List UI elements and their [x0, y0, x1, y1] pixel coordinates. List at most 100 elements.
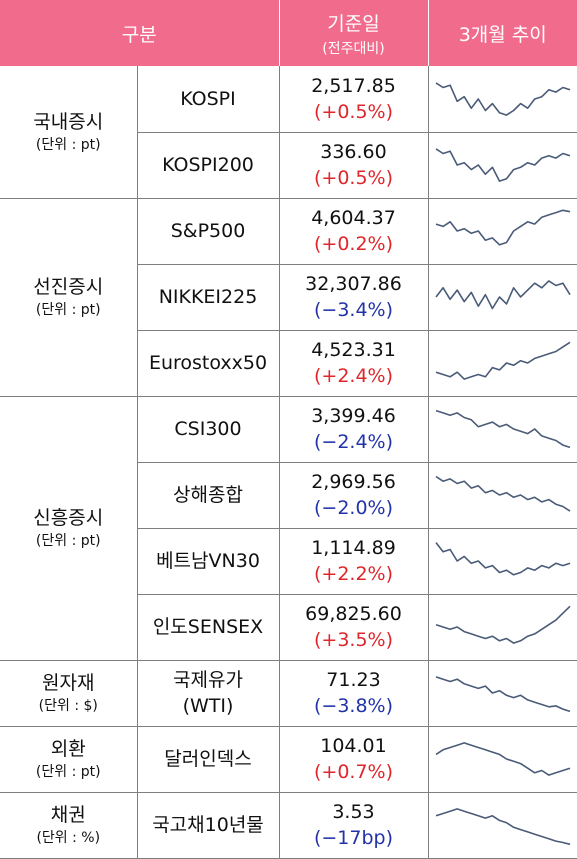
weekly-change: (−17bp) [313, 827, 394, 849]
index-name-cell: 달러인덱스 [137, 726, 280, 793]
trend-line [435, 81, 570, 116]
value-cell: 3,399.46 (−2.4%) [279, 396, 429, 463]
trend-cell [428, 132, 577, 199]
trend-sparkline [435, 409, 570, 449]
group-name: 원자재 [42, 672, 95, 694]
group-cell: 선진증시 (단위 : pt) [0, 198, 138, 397]
index-name-sub: (WTI) [182, 695, 234, 717]
trend-line [435, 605, 571, 644]
weekly-change: (+0.5%) [313, 167, 393, 189]
value-cell: 104.01 (+0.7%) [279, 726, 429, 793]
group-name: 채권 [50, 804, 86, 826]
value-cell: 4,523.31 (+2.4%) [279, 330, 429, 397]
weekly-change: (+0.5%) [313, 100, 393, 123]
header-value: 기준일 (전주대비) [278, 0, 428, 66]
trend-line [435, 341, 571, 380]
index-name-cell: S&P500 [137, 198, 280, 265]
index-name-cell: NIKKEI225 [137, 264, 280, 331]
index-name-cell: 국제유가 (WTI) [137, 660, 280, 727]
index-value: 4,523.31 [311, 339, 396, 361]
group-cell: 채권 (단위 : %) [0, 792, 138, 859]
index-value: 3.53 [332, 801, 375, 823]
trend-cell [428, 330, 577, 397]
trend-cell [428, 66, 577, 133]
weekly-change: (+0.7%) [313, 761, 393, 783]
index-value: 3,399.46 [311, 405, 396, 427]
index-name: 국고채10년물 [152, 814, 264, 836]
trend-sparkline [435, 148, 570, 182]
index-value: 2,517.85 [311, 74, 396, 97]
group-unit: (단위 : $) [38, 698, 98, 714]
weekly-change: (+2.2%) [313, 563, 393, 585]
index-name: S&P500 [170, 220, 246, 242]
value-cell: 2,969.56 (−2.0%) [279, 462, 429, 529]
group-unit: (단위 : pt) [35, 136, 101, 153]
index-value: 2,969.56 [311, 471, 396, 493]
table-row: 국내증시 (단위 : pt) KOSPI 2,517.85 (+0.5%) [0, 66, 577, 199]
table-row: Eurostoxx50 4,523.31 (+2.4%) [0, 330, 577, 397]
index-name-cell: Eurostoxx50 [137, 330, 280, 397]
weekly-change: (−3.4%) [313, 299, 393, 321]
group-name: 국내증시 [33, 110, 104, 133]
trend-cell [428, 660, 577, 727]
index-value: 4,604.37 [311, 207, 396, 229]
table-row: 신흥증시 (단위 : pt) CSI300 3,399.46 (−2.4%) [0, 396, 577, 661]
weekly-change: (+3.5%) [313, 629, 393, 651]
index-name-cell: 인도SENSEX [137, 594, 280, 661]
trend-cell [428, 198, 577, 265]
header-row: 구분 기준일 (전주대비) 3개월 추이 [0, 0, 577, 66]
trend-cell [428, 396, 577, 463]
trend-cell [428, 792, 577, 859]
index-name: 달러인덱스 [164, 748, 252, 770]
table-row: 원자재 (단위 : $) 국제유가 (WTI) 71.23 (−3.8%) [0, 660, 577, 727]
trend-sparkline [435, 542, 570, 576]
trend-sparkline [435, 209, 570, 246]
index-name: KOSPI [180, 87, 236, 110]
value-cell: 69,825.60 (+3.5%) [279, 594, 429, 661]
trend-line [435, 542, 570, 576]
index-name-cell: 국고채10년물 [137, 792, 280, 859]
table-row: 상해종합 2,969.56 (−2.0%) [0, 462, 577, 529]
weekly-change: (+2.4%) [313, 365, 393, 387]
value-cell: 3.53 (−17bp) [279, 792, 429, 859]
index-name-cell: KOSPI200 [137, 132, 280, 199]
group-name: 외환 [50, 738, 86, 760]
index-name-cell: CSI300 [137, 396, 280, 463]
index-name: Eurostoxx50 [148, 352, 268, 374]
trend-line [435, 280, 571, 310]
trend-line [435, 742, 570, 776]
trend-line [435, 808, 570, 846]
group-unit: (단위 : %) [36, 830, 101, 846]
trend-sparkline [435, 81, 570, 116]
trend-line [435, 475, 571, 512]
index-name: 국제유가 [173, 669, 243, 691]
trend-sparkline [435, 676, 570, 713]
index-value: 69,825.60 [305, 603, 402, 625]
trend-cell [428, 726, 577, 793]
index-name: NIKKEI225 [158, 286, 258, 308]
group-name: 신흥증시 [33, 507, 104, 529]
group-cell: 국내증시 (단위 : pt) [0, 66, 138, 199]
trend-line [435, 409, 570, 449]
table-row: 베트남VN30 1,114.89 (+2.2%) [0, 528, 577, 595]
table-row: NIKKEI225 32,307.86 (−3.4%) [0, 264, 577, 331]
trend-line [435, 148, 570, 182]
value-cell: 4,604.37 (+0.2%) [279, 198, 429, 265]
table-row: KOSPI200 336.60 (+0.5%) [0, 132, 577, 199]
index-value: 336.60 [320, 141, 387, 163]
trend-sparkline [435, 605, 571, 644]
trend-line [435, 676, 570, 713]
trend-sparkline [435, 280, 571, 310]
index-value: 32,307.86 [305, 273, 402, 295]
value-cell: 32,307.86 (−3.4%) [279, 264, 429, 331]
index-name: 상해종합 [173, 484, 243, 506]
index-value: 71.23 [326, 669, 381, 691]
group-unit: (단위 : pt) [35, 302, 101, 318]
weekly-change: (−2.0%) [313, 497, 393, 519]
value-cell: 71.23 (−3.8%) [279, 660, 429, 727]
group-unit: (단위 : pt) [35, 533, 101, 549]
trend-line [435, 209, 570, 246]
trend-cell [428, 528, 577, 595]
header-trend: 3개월 추이 [427, 0, 577, 66]
